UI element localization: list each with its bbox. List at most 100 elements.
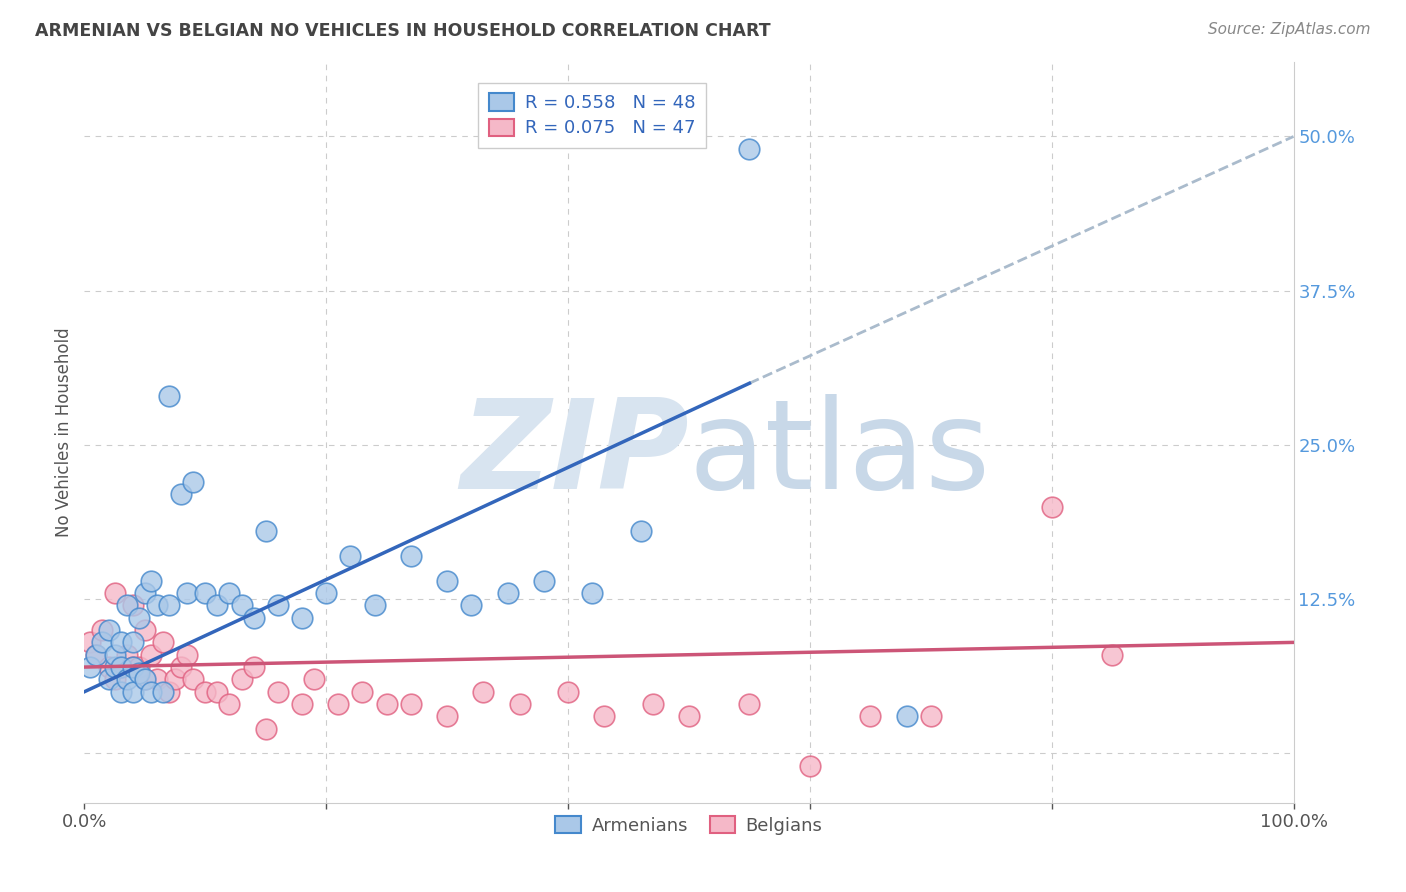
Point (104, 673, 127, 687)
Point (115, 599, 138, 613)
Point (738, 697, 761, 711)
Point (176, 648, 198, 662)
Point (121, 635, 143, 649)
Point (509, 697, 531, 711)
Point (97, 673, 120, 687)
Point (97, 660, 120, 674)
Point (267, 599, 290, 613)
Point (231, 599, 253, 613)
Point (920, 709, 942, 723)
Point (91, 623, 114, 637)
Point (128, 611, 150, 625)
Point (115, 648, 138, 662)
Point (641, 697, 664, 711)
Point (218, 586, 240, 600)
Point (194, 685, 217, 699)
Point (157, 685, 180, 699)
Point (896, 709, 918, 723)
Point (194, 586, 217, 600)
Point (242, 611, 264, 625)
Point (799, 758, 821, 772)
Point (170, 487, 193, 501)
Point (399, 549, 422, 563)
Point (254, 524, 277, 539)
Point (181, 475, 204, 489)
Point (139, 648, 162, 662)
Point (678, 709, 700, 723)
Point (139, 685, 162, 699)
Text: atlas: atlas (689, 394, 991, 516)
Point (134, 623, 156, 637)
Point (496, 586, 519, 600)
Point (121, 660, 143, 674)
Point (110, 660, 132, 674)
Point (436, 709, 458, 723)
Point (436, 574, 458, 588)
Point (207, 685, 229, 699)
Legend: Armenians, Belgians: Armenians, Belgians (544, 805, 834, 846)
Text: ZIP: ZIP (460, 394, 689, 516)
Point (363, 599, 385, 613)
Point (86, 648, 108, 662)
Point (472, 685, 495, 699)
Point (134, 673, 156, 687)
Point (267, 685, 290, 699)
Point (207, 599, 229, 613)
Point (254, 722, 277, 736)
Point (121, 660, 143, 674)
Point (328, 697, 350, 711)
Y-axis label: No Vehicles in Household: No Vehicles in Household (55, 327, 73, 538)
Point (86, 648, 108, 662)
Point (110, 685, 132, 699)
Point (593, 709, 616, 723)
Point (557, 685, 579, 699)
Point (121, 599, 143, 613)
Point (291, 697, 314, 711)
Point (104, 648, 127, 662)
Point (134, 673, 156, 687)
Point (128, 666, 150, 681)
Point (104, 586, 127, 600)
Point (315, 586, 337, 600)
Point (291, 611, 314, 625)
Point (157, 599, 180, 613)
Point (139, 574, 162, 588)
Point (399, 697, 422, 711)
Point (115, 673, 138, 687)
Point (110, 635, 132, 649)
Point (460, 599, 482, 613)
Point (170, 660, 193, 674)
Text: Source: ZipAtlas.com: Source: ZipAtlas.com (1208, 22, 1371, 37)
Point (231, 673, 253, 687)
Point (738, 142, 761, 156)
Point (302, 673, 325, 687)
Point (242, 660, 264, 674)
Point (181, 673, 204, 687)
Point (157, 389, 180, 403)
Point (121, 685, 143, 699)
Point (152, 635, 174, 649)
Point (146, 599, 169, 613)
Point (533, 574, 555, 588)
Point (1101, 648, 1123, 662)
Point (859, 709, 882, 723)
Point (218, 697, 240, 711)
Point (339, 549, 361, 563)
Point (110, 660, 132, 674)
Point (91, 635, 114, 649)
Point (79, 635, 101, 649)
Point (630, 524, 652, 539)
Text: ARMENIAN VS BELGIAN NO VEHICLES IN HOUSEHOLD CORRELATION CHART: ARMENIAN VS BELGIAN NO VEHICLES IN HOUSE… (35, 22, 770, 40)
Point (128, 660, 150, 674)
Point (146, 673, 169, 687)
Point (97, 623, 120, 637)
Point (104, 660, 127, 674)
Point (134, 586, 156, 600)
Point (152, 685, 174, 699)
Point (1040, 500, 1063, 514)
Point (176, 586, 198, 600)
Point (79, 660, 101, 674)
Point (165, 673, 187, 687)
Point (581, 586, 603, 600)
Point (375, 697, 398, 711)
